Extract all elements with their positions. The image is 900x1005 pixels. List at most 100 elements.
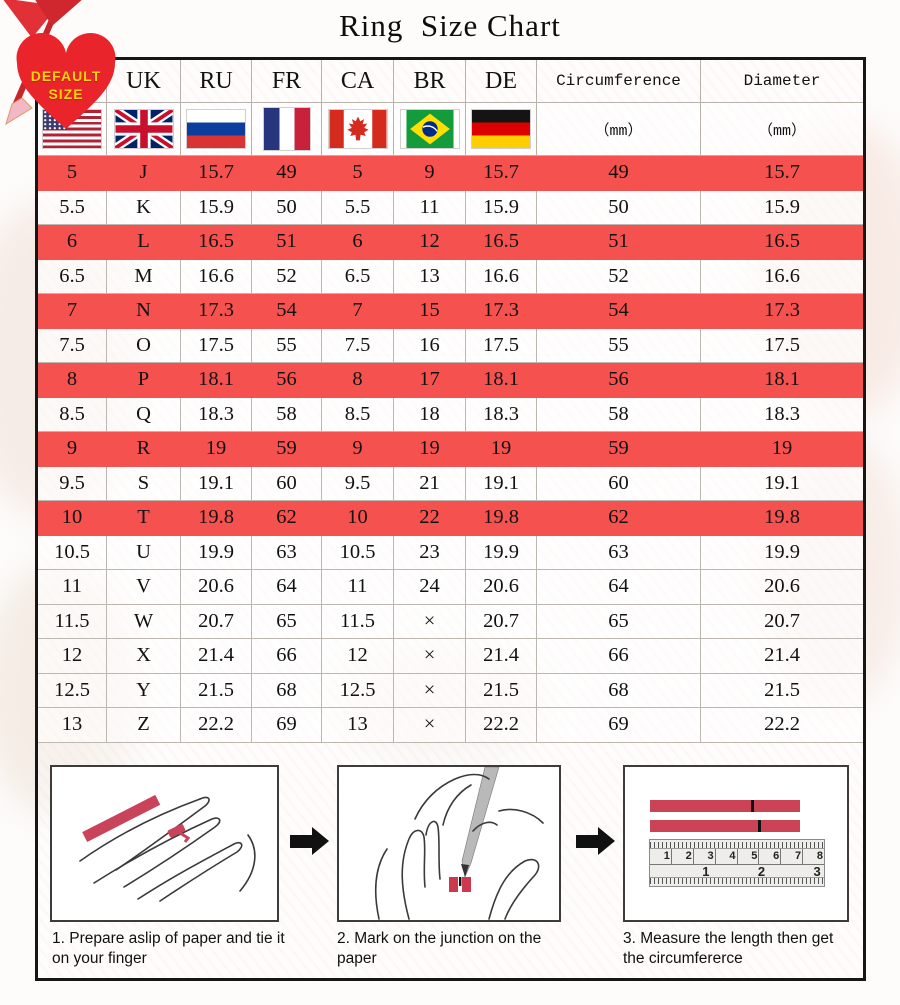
table-cell: 64 — [252, 570, 322, 605]
col-header-ru: RU — [181, 60, 252, 102]
hand-marking-paper-illustration — [374, 767, 544, 920]
table-cell: T — [107, 501, 181, 536]
table-cell: × — [394, 639, 466, 674]
table-cell: 9 — [38, 432, 107, 467]
table-cell: 5 — [38, 156, 107, 191]
br-flag-cell — [394, 103, 466, 155]
table-cell: 22 — [394, 501, 466, 536]
table-row: 7 N 17.3 54 7 15 17.3 54 17.3 — [38, 294, 863, 329]
arrow-right-icon — [576, 827, 615, 855]
table-row: 11 V 20.6 64 11 24 20.6 64 20.6 — [38, 570, 863, 605]
uk-flag-icon — [113, 109, 174, 149]
table-cell: Q — [107, 397, 181, 432]
table-cell: 58 — [537, 397, 701, 432]
ruler-ticks-bottom — [650, 877, 824, 886]
table-cell: 59 — [537, 432, 701, 467]
ruler-cm-number: 7 — [781, 849, 804, 864]
page-title: Ring Size Chart — [339, 8, 561, 43]
table-cell: 22.2 — [466, 708, 537, 743]
table-cell: 19.9 — [181, 535, 252, 570]
table-flags-row: （mm） （mm） — [38, 103, 863, 156]
table-cell: 17.3 — [701, 294, 863, 329]
table-cell: 22.2 — [181, 708, 252, 743]
table-cell: 69 — [252, 708, 322, 743]
table-cell: 17.3 — [181, 294, 252, 329]
table-cell: 16.6 — [701, 259, 863, 294]
col-header-diameter: Diameter — [743, 72, 821, 90]
table-cell: 11.5 — [38, 604, 107, 639]
de-flag-cell — [466, 103, 537, 155]
table-row: 10 T 19.8 62 10 22 19.8 62 19.8 — [38, 501, 863, 536]
table-cell: 19 — [181, 432, 252, 467]
table-cell: 64 — [537, 570, 701, 605]
table-cell: 21.4 — [701, 639, 863, 674]
table-cell: 52 — [252, 259, 322, 294]
table-cell: 5.5 — [38, 190, 107, 225]
table-cell: 49 — [252, 156, 322, 191]
table-cell: 8.5 — [322, 397, 394, 432]
mark-tick — [758, 820, 761, 832]
de-flag-icon — [471, 109, 531, 149]
step1-panel — [50, 765, 279, 922]
table-cell: 55 — [537, 328, 701, 363]
table-cell: 9 — [394, 156, 466, 191]
table-cell: 69 — [537, 708, 701, 743]
step3-caption: 3. Measure the length then get the circu… — [623, 930, 834, 968]
default-size-badge: DEFAULT SIZE — [0, 0, 132, 134]
mark-tick — [750, 800, 754, 812]
table-cell: × — [394, 604, 466, 639]
circumference-unit-cell: （mm） — [537, 103, 701, 155]
table-row: 10.5 U 19.9 63 10.5 23 19.9 63 19.9 — [38, 535, 863, 570]
table-cell: 51 — [252, 225, 322, 260]
table-cell: 49 — [537, 156, 701, 191]
table-cell: 62 — [252, 501, 322, 536]
table-cell: 18.1 — [181, 363, 252, 398]
diameter-unit-cell: （mm） — [701, 103, 863, 155]
ruler-cm-number: 1 — [650, 849, 672, 864]
table-cell: 58 — [252, 397, 322, 432]
table-cell: 18.3 — [466, 397, 537, 432]
table-cell: 23 — [394, 535, 466, 570]
col-header-circumference: Circumference — [537, 60, 701, 102]
table-cell: 56 — [252, 363, 322, 398]
table-cell: 15.9 — [181, 190, 252, 225]
table-cell: 63 — [537, 535, 701, 570]
ruler-inch-number: 1 — [702, 864, 710, 879]
table-cell: N — [107, 294, 181, 329]
table-cell: 62 — [537, 501, 701, 536]
table-cell: 65 — [537, 604, 701, 639]
table-cell: 12 — [322, 639, 394, 674]
heart-dart-icon — [3, 0, 116, 129]
table-cell: 22.2 — [701, 708, 863, 743]
table-cell: 20.6 — [181, 570, 252, 605]
table-cell: 7.5 — [38, 328, 107, 363]
table-cell: 18.3 — [701, 397, 863, 432]
table-cell: 12 — [394, 225, 466, 260]
table-cell: 18.3 — [181, 397, 252, 432]
table-cell: 20.7 — [466, 604, 537, 639]
ruler-cm-number: 3 — [694, 849, 716, 864]
table-cell: 50 — [537, 190, 701, 225]
uk-flag-cell — [107, 103, 181, 155]
paper-strip — [650, 820, 800, 832]
ca-flag-icon — [327, 109, 388, 149]
col-header-ca: CA — [322, 60, 394, 102]
ring-size-table-body: 5 J 15.7 49 5 9 15.7 49 15.7 5.5 K 15.9 50 5.5 11 15.9 5… — [38, 156, 863, 743]
table-cell: 18 — [394, 397, 466, 432]
table-cell: W — [107, 604, 181, 639]
table-cell: 17.3 — [466, 294, 537, 329]
table-cell: 51 — [537, 225, 701, 260]
table-cell: 19.8 — [701, 501, 863, 536]
table-row: 8.5 Q 18.3 58 8.5 18 18.3 58 18.3 — [38, 397, 863, 432]
table-cell: 21 — [394, 466, 466, 501]
table-cell: 50 — [252, 190, 322, 225]
table-cell: Y — [107, 673, 181, 708]
table-cell: 13 — [38, 708, 107, 743]
table-cell: 21.5 — [701, 673, 863, 708]
table-cell: 11 — [322, 570, 394, 605]
table-cell: 13 — [322, 708, 394, 743]
table-cell: 9 — [322, 432, 394, 467]
table-cell: 20.7 — [701, 604, 863, 639]
